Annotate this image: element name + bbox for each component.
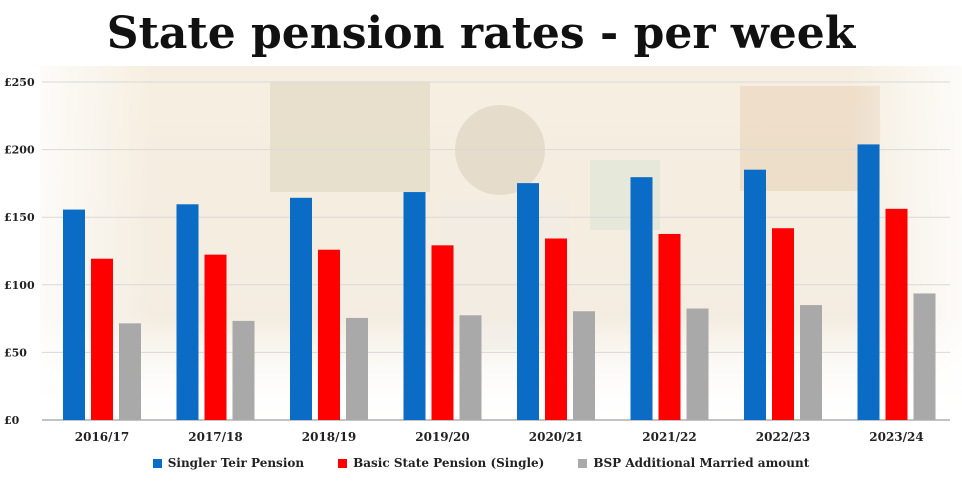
bar-singler-teir-2017-18	[176, 204, 199, 420]
bar-singler-teir-2018-19	[290, 197, 312, 420]
x-tick-label: 2022/23	[756, 430, 810, 444]
x-tick-label: 2023/24	[869, 430, 923, 444]
x-tick-label: 2017/18	[188, 430, 242, 444]
x-tick-label: 2021/22	[642, 430, 696, 444]
legend-item: BSP Additional Married amount	[578, 456, 809, 470]
y-tick-label: £150	[4, 211, 35, 224]
chart-title: State pension rates - per week	[106, 8, 856, 59]
y-tick-label: £200	[4, 144, 35, 157]
y-tick-label: £100	[4, 279, 35, 292]
bar-basic-state-2021-22	[658, 233, 681, 420]
legend: Singler Teir Pension Basic State Pension …	[0, 456, 962, 470]
y-tick-label: £0	[4, 414, 20, 427]
bar-basic-state-2019-20	[431, 245, 454, 420]
legend-label: Basic State Pension (Single)	[353, 456, 545, 470]
legend-item: Basic State Pension (Single)	[338, 456, 544, 470]
legend-item: Singler Teir Pension	[152, 456, 305, 470]
x-tick-label: 2016/17	[75, 430, 129, 444]
bar-singler-teir-2019-20	[403, 192, 426, 420]
bar-singler-teir-2021-22	[630, 177, 653, 420]
legend-swatch	[338, 458, 348, 468]
bar-bsp-married-2020-21	[573, 311, 595, 420]
legend-swatch	[152, 458, 162, 468]
x-tick-label: 2018/19	[302, 430, 356, 444]
bar-basic-state-2020-21	[545, 238, 567, 420]
bar-bsp-married-2018-19	[346, 317, 368, 420]
x-tick-label: 2020/21	[529, 430, 583, 444]
legend-label: BSP Additional Married amount	[593, 456, 810, 470]
bar-singler-teir-2023-24	[857, 144, 880, 420]
x-tick-label: 2019/20	[415, 430, 469, 444]
bar-basic-state-2022-23	[772, 228, 794, 420]
y-tick-label: £250	[4, 76, 35, 89]
bar-singler-teir-2016-17	[63, 209, 85, 420]
bar-bsp-married-2017-18	[232, 320, 255, 420]
bar-singler-teir-2020-21	[517, 183, 539, 420]
bar-basic-state-2017-18	[204, 254, 227, 420]
bar-bsp-married-2022-23	[800, 305, 822, 420]
bar-bsp-married-2021-22	[686, 308, 709, 420]
legend-swatch	[578, 458, 588, 468]
bar-singler-teir-2022-23	[744, 169, 766, 420]
bar-basic-state-2016-17	[91, 258, 113, 420]
bar-basic-state-2018-19	[318, 249, 340, 420]
bar-bsp-married-2019-20	[459, 315, 482, 420]
bar-bsp-married-2016-17	[119, 323, 141, 420]
bar-basic-state-2023-24	[885, 208, 908, 420]
bar-bsp-married-2023-24	[913, 293, 936, 420]
y-tick-label: £50	[4, 346, 27, 359]
legend-label: Singler Teir Pension	[167, 456, 305, 470]
